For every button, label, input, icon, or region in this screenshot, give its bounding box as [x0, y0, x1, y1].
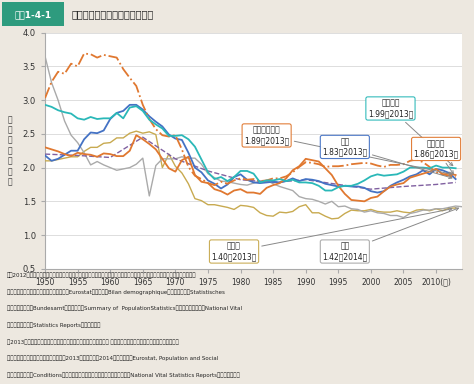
Text: Conditions（英国、フランス、ドイツ、スウェーデン）、National Vital Statistics Reports　（アメリカ）: Conditions（英国、フランス、ドイツ、スウェーデン）、National … [7, 372, 240, 378]
Text: ドイツ
1.40（2013）: ドイツ 1.40（2013） [211, 208, 452, 261]
Text: （出所）人口動態統計（日本。2013年は確定数、2014年は概数）、Eurostat, Population and Social: （出所）人口動態統計（日本。2013年は確定数、2014年は概数）、Eurost… [7, 356, 219, 361]
Text: 英国
1.83（2013）: 英国 1.83（2013） [322, 137, 452, 179]
Text: スウェーデン
1.89（2013）: スウェーデン 1.89（2013） [244, 126, 452, 175]
Text: ＾～2012年＿資料：内閣官房まち・ひと・しごと創生本部事務局「まち・ひと・しごと創生長期ビジョン　参考資料」を参照: ＾～2012年＿資料：内閣官房まち・ひと・しごと創生本部事務局「まち・ひと・しご… [7, 272, 197, 278]
Text: 合
計
特
殊
出
生
率: 合 計 特 殊 出 生 率 [7, 115, 12, 186]
Text: Bundesamt（ドイツ）、Summary of  PopulationStatistics（スウェーデン）、National Vital: Bundesamt（ドイツ）、Summary of PopulationStat… [7, 306, 242, 311]
Text: 図表1-4-1: 図表1-4-1 [15, 10, 52, 19]
Text: 日本
1.42（2014）: 日本 1.42（2014） [322, 208, 458, 261]
Text: フランス
1.99（2013）: フランス 1.99（2013） [368, 99, 453, 166]
Text: ＾2013年～＿資料：厚生労働省大臣官房統計情報部「平成２６年 人口動態統計月報年計（概数）の概況」を参照: ＾2013年～＿資料：厚生労働省大臣官房統計情報部「平成２６年 人口動態統計月報… [7, 339, 179, 345]
FancyBboxPatch shape [2, 2, 64, 26]
Text: アメリカ
1.86（2013）: アメリカ 1.86（2013） [413, 139, 459, 174]
Text: Statistics Reports（アメリカ）: Statistics Reports（アメリカ） [7, 323, 100, 328]
Text: （出所）人口動態統計（日本）、Eurostat（英国）、Bilan demographique（フランス）、Statistisches: （出所）人口動態統計（日本）、Eurostat（英国）、Bilan demogr… [7, 289, 225, 295]
Text: 諸外国の合計特殊出生率の推移: 諸外国の合計特殊出生率の推移 [71, 9, 154, 20]
